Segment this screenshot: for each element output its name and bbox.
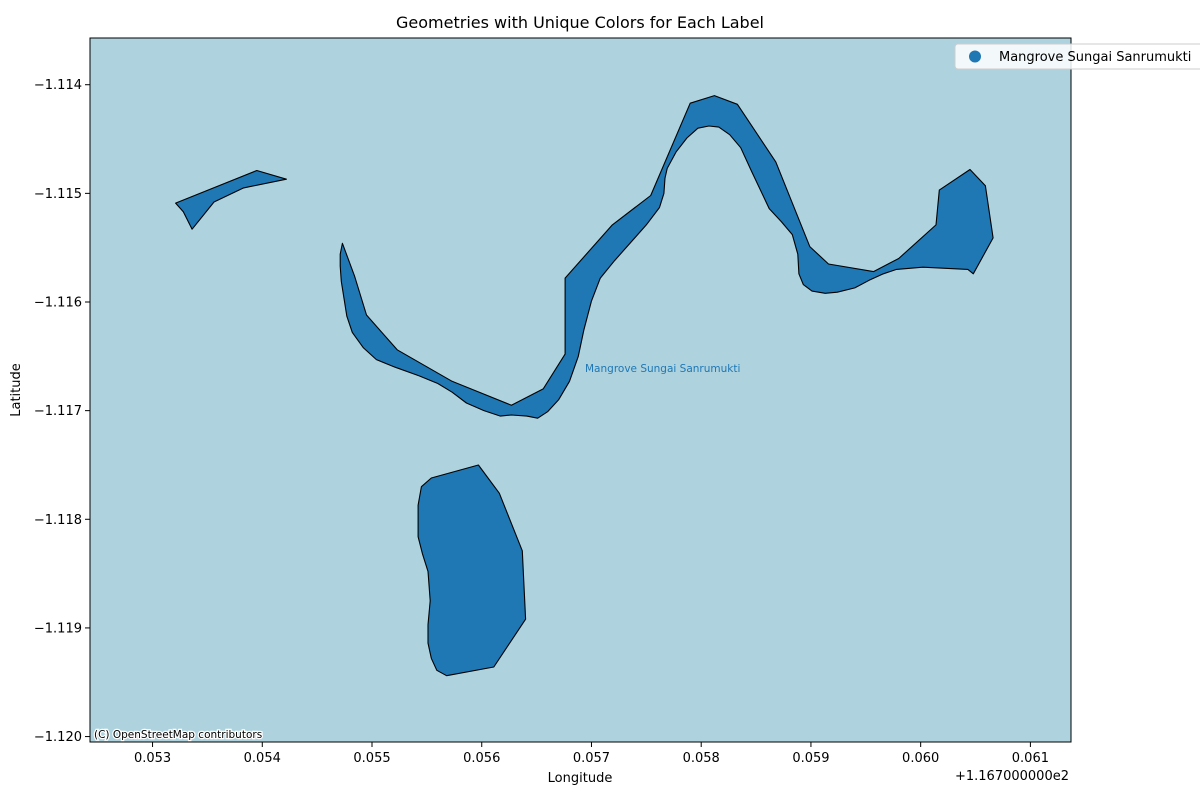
- y-tick-label: −1.115: [34, 187, 82, 202]
- y-axis: −1.114 −1.115 −1.116 −1.117 −1.118 −1.119 −1.1…: [34, 78, 90, 745]
- y-tick-label: −1.119: [34, 621, 82, 636]
- x-tick-label: 0.060: [902, 751, 939, 766]
- legend: Mangrove Sungai Sanrumukti: [954, 43, 1200, 70]
- map-basemap: [90, 38, 1071, 742]
- y-tick-label: −1.114: [34, 78, 82, 93]
- geometry-polygon-1: [175, 169, 287, 230]
- legend-marker: [969, 50, 981, 63]
- chart-title: Geometries with Unique Colors for Each L…: [396, 13, 764, 32]
- map-geometries: [175, 95, 994, 677]
- geometry-annotation-label: Mangrove Sungai Sanrumukti: [585, 363, 740, 375]
- geometry-polygon-2: [339, 95, 994, 419]
- y-tick-label: −1.117: [34, 404, 82, 419]
- legend-entry-label: Mangrove Sungai Sanrumukti: [999, 50, 1191, 65]
- x-tick-label: 0.058: [683, 751, 720, 766]
- x-tick-label: 0.054: [244, 751, 281, 766]
- x-tick-label: 0.061: [1012, 751, 1049, 766]
- x-axis-offset-label: +1.167000000e2: [955, 769, 1069, 784]
- plot-frame: [89, 37, 1072, 743]
- x-tick-label: 0.056: [463, 751, 500, 766]
- y-tick-label: −1.120: [34, 730, 82, 745]
- x-tick-label: 0.053: [134, 751, 171, 766]
- y-tick-label: −1.118: [34, 513, 82, 528]
- y-tick-label: −1.116: [34, 296, 82, 311]
- legend-box: [954, 43, 1200, 70]
- x-tick-label: 0.055: [353, 751, 390, 766]
- x-tick-label: 0.057: [573, 751, 610, 766]
- x-tick-label: 0.059: [792, 751, 829, 766]
- x-axis-label: Longitude: [548, 771, 613, 786]
- x-axis: 0.053 0.054 0.055 0.056 0.057 0.058 0.059 0.060…: [134, 742, 1049, 766]
- map-attribution: (C) OpenStreetMap contributors: [94, 729, 262, 741]
- geometry-polygon-3: [417, 464, 527, 677]
- y-axis-label: Latitude: [9, 363, 24, 417]
